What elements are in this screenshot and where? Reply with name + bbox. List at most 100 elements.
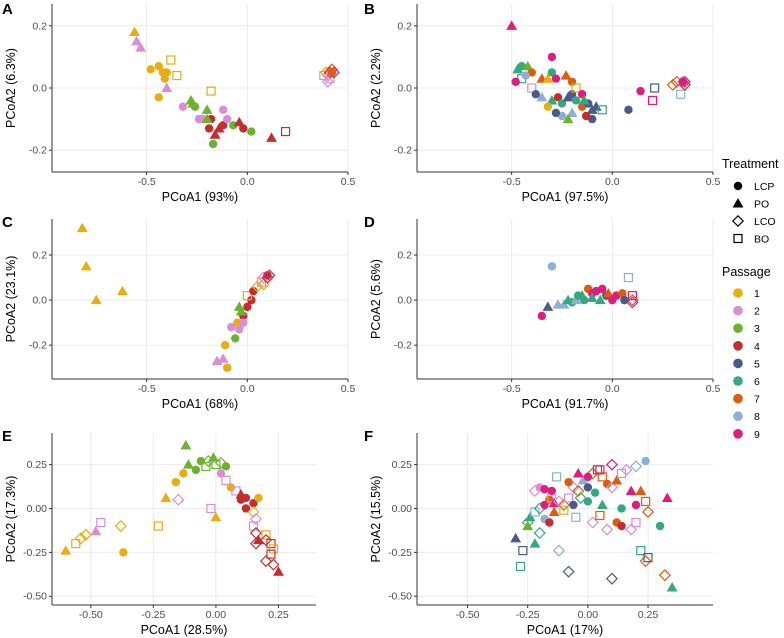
- data-point: [521, 71, 530, 80]
- data-point: [586, 516, 599, 529]
- data-point: [218, 121, 228, 130]
- y-tick-label: 0.2: [397, 20, 412, 32]
- data-point: [180, 439, 192, 450]
- data-point: [146, 65, 155, 74]
- data-point: [243, 302, 252, 312]
- data-point: [222, 114, 232, 124]
- data-point: [129, 26, 140, 37]
- data-point: [666, 582, 678, 592]
- x-tick-label: -0.5: [138, 383, 156, 395]
- y-tick-label: 0.2: [397, 250, 412, 262]
- data-point: [537, 311, 547, 321]
- data-point: [273, 566, 284, 576]
- data-point: [218, 105, 228, 114]
- data-point: [154, 93, 163, 102]
- data-point: [543, 102, 553, 111]
- y-tick-label: 0.00: [27, 503, 48, 515]
- data-point: [542, 301, 554, 311]
- panel-B: -0.5 0.0 0.5 -0.2 0.0 0.2 PCoA1 (97.5%) PCoA2 (…: [364, 1, 720, 204]
- x-axis-title: PCoA1 (93%): [162, 190, 238, 204]
- data-point: [241, 493, 251, 503]
- legend-passage-label: 2: [754, 306, 760, 318]
- y-tick-label: -0.50: [23, 591, 47, 603]
- panel-label: E: [2, 428, 12, 445]
- data-point: [620, 463, 633, 476]
- data-point: [321, 75, 334, 88]
- x-axis-title: PCoA1 (91.7%): [522, 397, 609, 411]
- legend-passage-key: [733, 429, 743, 439]
- x-tick-label: 0.0: [240, 176, 255, 188]
- data-point: [71, 538, 81, 549]
- data-point: [551, 74, 561, 83]
- data-point: [217, 353, 229, 363]
- data-point: [586, 292, 598, 302]
- data-point: [605, 481, 618, 494]
- legend-passage-label: 9: [754, 429, 760, 441]
- y-tick-label: 0.0: [397, 83, 412, 95]
- data-point: [626, 296, 639, 309]
- data-point: [166, 55, 176, 65]
- y-axis-title: PCoA2 (17.3%): [4, 476, 18, 563]
- data-point: [256, 277, 267, 287]
- panel-F: -0.50 -0.25 0.00 0.25 -0.50 -0.25 0.00 0.25 PCoA…: [364, 428, 713, 637]
- data-point: [201, 113, 213, 124]
- legend-passage-key: [733, 305, 743, 316]
- data-point: [624, 105, 633, 114]
- data-point: [529, 538, 541, 548]
- legend-treatment-label: BO: [754, 234, 769, 246]
- legend-passage-label: 3: [754, 323, 760, 335]
- data-point: [204, 124, 214, 133]
- legend-passage-key: [733, 288, 743, 298]
- data-point: [548, 506, 560, 517]
- data-point: [623, 272, 634, 283]
- data-point: [678, 75, 691, 88]
- legend-passage-label: 8: [754, 411, 760, 423]
- x-axis-title: PCoA1 (28.5%): [141, 623, 228, 637]
- data-point: [583, 497, 593, 506]
- data-point: [131, 35, 142, 46]
- data-point: [60, 545, 72, 555]
- legend-passage-key: [733, 376, 743, 386]
- data-point: [172, 493, 185, 506]
- data-point: [506, 20, 518, 30]
- data-point: [594, 294, 606, 305]
- y-tick-label: 0.0: [32, 83, 47, 95]
- data-point: [249, 286, 258, 296]
- data-point: [552, 495, 566, 508]
- data-point: [261, 530, 271, 540]
- data-point: [160, 74, 169, 83]
- panel-A: -0.5 0.0 0.5 -0.2 0.0 0.2 PCoA1 (93%) PCoA2 (6.…: [2, 1, 355, 204]
- data-point: [231, 334, 240, 343]
- data-point: [154, 62, 163, 71]
- data-point: [153, 521, 163, 531]
- x-tick-label: 0.25: [268, 609, 289, 621]
- legend-treatment-key: [733, 181, 743, 191]
- data-point: [533, 526, 546, 540]
- data-point: [171, 477, 181, 487]
- data-point: [254, 493, 263, 503]
- data-point: [76, 222, 88, 233]
- legend-treatment-label: PO: [754, 199, 769, 211]
- data-point: [595, 465, 605, 475]
- data-point: [515, 561, 526, 571]
- data-point: [577, 474, 589, 485]
- x-tick-label: -0.5: [138, 176, 156, 188]
- legend-passage-label: 6: [754, 376, 760, 388]
- data-point: [233, 318, 242, 327]
- y-tick-label: -0.2: [29, 340, 47, 352]
- data-point: [590, 101, 602, 111]
- data-point: [253, 534, 264, 545]
- x-tick-label: 0.5: [706, 383, 721, 395]
- data-point: [196, 456, 206, 466]
- data-point: [647, 95, 658, 106]
- data-point: [569, 500, 578, 510]
- data-point: [206, 86, 216, 96]
- data-point: [266, 132, 277, 142]
- data-point: [80, 260, 92, 271]
- data-point: [211, 459, 221, 470]
- data-point: [172, 70, 182, 81]
- data-point: [560, 70, 572, 80]
- data-point: [581, 111, 591, 121]
- data-point: [658, 569, 671, 582]
